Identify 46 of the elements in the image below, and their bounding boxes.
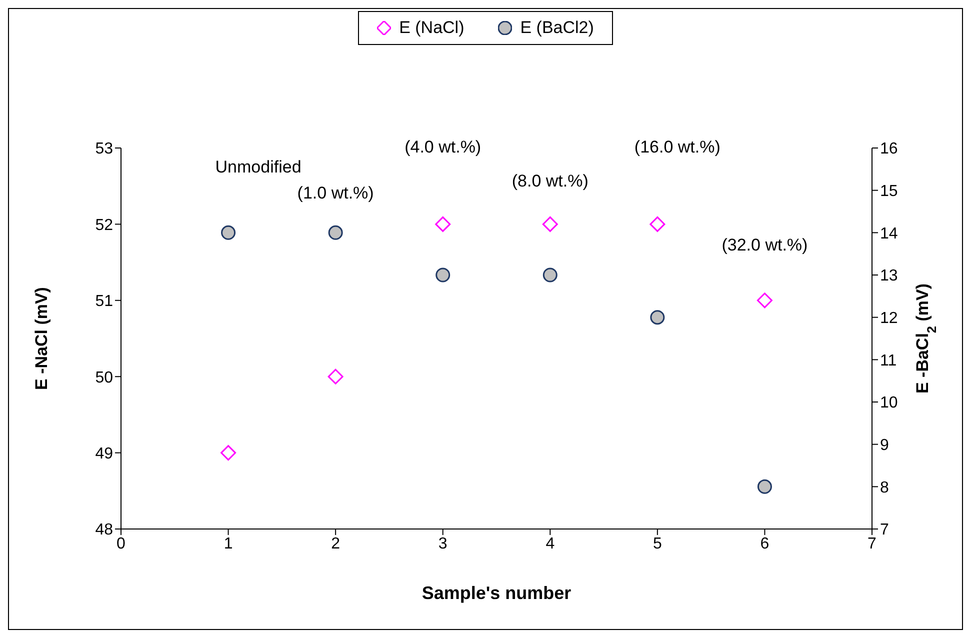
x-tick-label: 7 [868, 535, 877, 552]
x-tick-label: 6 [760, 535, 770, 552]
legend-label: E (NaCl) [399, 18, 464, 38]
x-tick-label: 1 [224, 535, 233, 552]
annotation: (1.0 wt.%) [297, 183, 374, 202]
x-tick-label: 5 [652, 535, 662, 552]
point [328, 368, 344, 384]
y-tick-label: 53 [95, 140, 114, 158]
y2-tick-label: 14 [880, 225, 898, 242]
y2-tick-label: 8 [880, 479, 889, 496]
annotation: (16.0 wt.%) [634, 137, 720, 156]
point [328, 225, 343, 240]
x-tick-label: 2 [331, 535, 340, 552]
x-axis-title: Sample's number [422, 583, 572, 603]
y2-tick-label: 9 [880, 437, 889, 454]
y2-tick-label: 11 [880, 352, 897, 370]
annotation: Unmodified [215, 157, 302, 176]
annotation: (32.0 wt.%) [722, 235, 808, 254]
y2-tick-label: 16 [880, 140, 898, 158]
point [542, 268, 558, 282]
x-tick-label: 4 [546, 535, 555, 552]
y-tick-label: 49 [95, 445, 114, 462]
y-tick-label: 51 [95, 293, 114, 310]
x-tick-label: 3 [438, 535, 448, 552]
y2-tick-label: 15 [880, 183, 898, 200]
point [435, 216, 451, 232]
y2-tick-label: 10 [880, 394, 898, 412]
point [542, 216, 558, 232]
y2-tick-label: 12 [880, 310, 898, 328]
annotation: (8.0 wt.%) [512, 171, 588, 190]
y2-tick-label: 13 [880, 268, 898, 285]
point [650, 216, 666, 232]
y-axis-title: E -NaCl (mV) [32, 287, 51, 390]
point [220, 445, 236, 461]
x-tick-label: 0 [116, 535, 126, 552]
point [650, 310, 665, 325]
y-tick-label: 48 [95, 522, 114, 539]
point [221, 225, 236, 240]
point [436, 268, 450, 282]
legend-label: E (BaCl2) [520, 18, 594, 38]
y-tick-label: 50 [95, 369, 114, 386]
annotation: (4.0 wt.%) [404, 137, 482, 156]
y-tick-label: 52 [95, 216, 114, 234]
point [756, 292, 772, 308]
point [757, 479, 772, 494]
y2-tick-label: 7 [880, 522, 889, 539]
